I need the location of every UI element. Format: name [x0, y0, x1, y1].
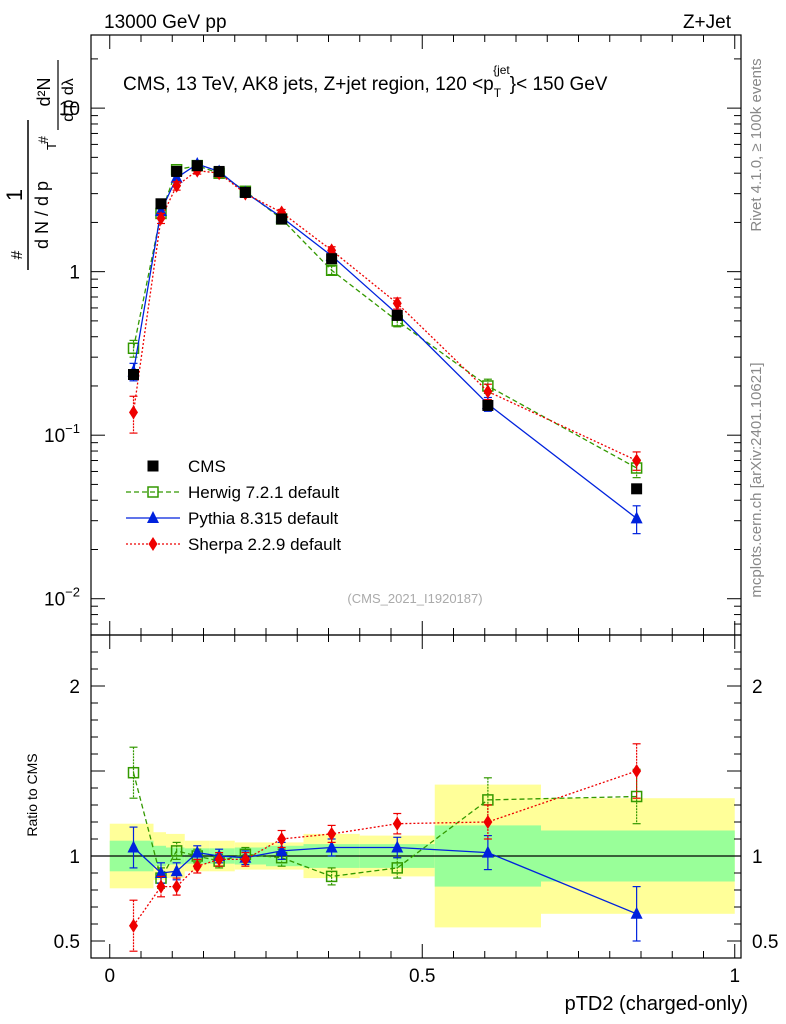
ratio-frame	[90, 634, 742, 959]
main-title-sub: T	[494, 86, 502, 100]
ratio-sherpa-point	[277, 832, 287, 846]
main-herwig-line	[132, 164, 637, 469]
main-title-sup: {jet	[493, 63, 510, 77]
main-y-tick-label: 10	[59, 99, 80, 120]
main-y-tick-label: 10−2	[44, 585, 80, 611]
ratio-pythia-point	[275, 843, 288, 856]
ratio-herwig-point	[325, 870, 338, 883]
main-panel: 10 1 10−1 10−2 CMS Herwig 7.2.1 default Pythia…	[44, 34, 742, 636]
ratio-pythia-point	[481, 845, 494, 858]
main-title: CMS, 13 TeV, AK8 jets, Z+jet region, 120…	[123, 63, 608, 100]
header-left: 13000 GeV pp	[104, 12, 227, 33]
ratio-y-tick-label: 0.5	[54, 932, 80, 953]
main-cms-point	[171, 165, 183, 177]
ratio-y-tick-label-right: 1	[752, 847, 763, 868]
ratio-pythia-point	[127, 840, 140, 853]
ratio-sherpa-point	[129, 918, 138, 933]
ratio-sherpa-point	[632, 764, 642, 778]
main-sherpa-line	[132, 169, 637, 462]
ratio-sherpa-point	[214, 852, 224, 867]
main-herwig-point	[325, 264, 338, 277]
analysis-watermark: (CMS_2021_I1920187)	[347, 591, 482, 606]
ratio-pythia-point	[170, 864, 183, 877]
x-tick-label: 1	[729, 966, 740, 987]
main-cms-point	[155, 198, 167, 210]
main-sherpa-point	[129, 405, 138, 420]
legend-cms-label: CMS	[188, 457, 226, 476]
main-sherpa-point	[392, 296, 402, 311]
svg-text:T: T	[44, 142, 59, 150]
ratio-pythia-point	[155, 866, 167, 878]
main-cms-point	[482, 399, 494, 411]
rivet-version-label: Rivet 4.1.0, ≥ 100k events	[748, 58, 765, 231]
legend-pythia-label: Pythia 8.315 default	[188, 509, 339, 528]
x-tick-label: 0.5	[409, 966, 435, 987]
main-cms-point	[631, 483, 643, 495]
ratio-y-tick-label-right: 2	[752, 677, 763, 698]
legend-sherpa-label: Sherpa 2.2.9 default	[188, 535, 341, 554]
main-sherpa-point	[156, 211, 166, 226]
main-cms-point	[128, 369, 139, 381]
svg-text:#: #	[9, 250, 26, 259]
x-tick-label: 0	[104, 966, 115, 987]
main-cms-point	[191, 160, 203, 172]
ratio-pythia-point	[191, 845, 204, 858]
ratio-panel: 0 0.5 1 2 2 1 1 0.5 0.5	[54, 35, 778, 987]
ratio-y-tick-label: 2	[69, 677, 80, 698]
main-sherpa-point	[632, 453, 642, 468]
main-sherpa-point	[483, 384, 493, 399]
ratio-y-tick-label-right: 0.5	[752, 932, 778, 953]
header-right: Z+Jet	[683, 12, 732, 33]
main-sherpa-point	[172, 178, 182, 193]
svg-text:d p dλ: d p dλ	[60, 78, 77, 122]
ratio-herwig-point	[127, 766, 140, 779]
main-title-lead: CMS, 13 TeV, AK8 jets, Z+jet region, 120…	[123, 74, 494, 95]
ratio-y-tick-label: 1	[69, 847, 80, 868]
main-pythia-point	[630, 511, 643, 524]
ratio-sherpa-point	[172, 879, 182, 894]
ratio-y-axis-label: Ratio to CMS	[24, 753, 40, 836]
ratio-sherpa-point	[327, 826, 337, 841]
ratio-pythia-point	[630, 906, 643, 919]
svg-text:d N / d p: d N / d p	[32, 181, 52, 249]
legend-herwig-label: Herwig 7.2.1 default	[188, 483, 339, 502]
ratio-sherpa-point	[192, 859, 202, 874]
main-herwig-point	[127, 342, 140, 355]
main-cms-point	[213, 165, 225, 177]
svg-text:d²N: d²N	[34, 77, 54, 106]
ratio-herwig-point	[630, 790, 643, 803]
legend-sherpa-marker	[148, 537, 158, 551]
legend-cms-marker	[147, 460, 159, 472]
ratio-sherpa-point	[240, 852, 250, 867]
ratio-sherpa-point	[156, 879, 166, 894]
ratio-pythia-point	[325, 840, 338, 853]
x-axis-label: pTD2 (charged-only)	[565, 993, 748, 1015]
main-y-tick-label: 10−1	[44, 421, 80, 447]
ratio-pythia-point	[391, 840, 404, 853]
ratio-herwig-point	[391, 862, 403, 874]
svg-text:1: 1	[2, 189, 27, 201]
main-cms-point	[326, 253, 338, 265]
main-cms-point	[391, 309, 403, 321]
main-title-tail: }< 150 GeV	[510, 74, 608, 95]
legend-pythia-marker	[147, 511, 159, 523]
svg-text:#: #	[35, 136, 51, 144]
legend: CMS Herwig 7.2.1 default Pythia 8.315 defa…	[126, 457, 341, 554]
main-cms-point	[276, 213, 288, 225]
mcplots-label: mcplots.cern.ch [arXiv:2401.10621]	[748, 362, 765, 597]
ratio-sherpa-point	[483, 815, 493, 829]
main-cms-point	[239, 186, 251, 198]
main-y-tick-label: 1	[69, 263, 80, 284]
ratio-herwig-point	[170, 845, 183, 857]
main-y-axis-label: 1 d N / d p T d²N d p dλ # #	[2, 60, 77, 270]
legend-herwig-marker	[147, 486, 159, 498]
ratio-sherpa-point	[392, 816, 402, 831]
